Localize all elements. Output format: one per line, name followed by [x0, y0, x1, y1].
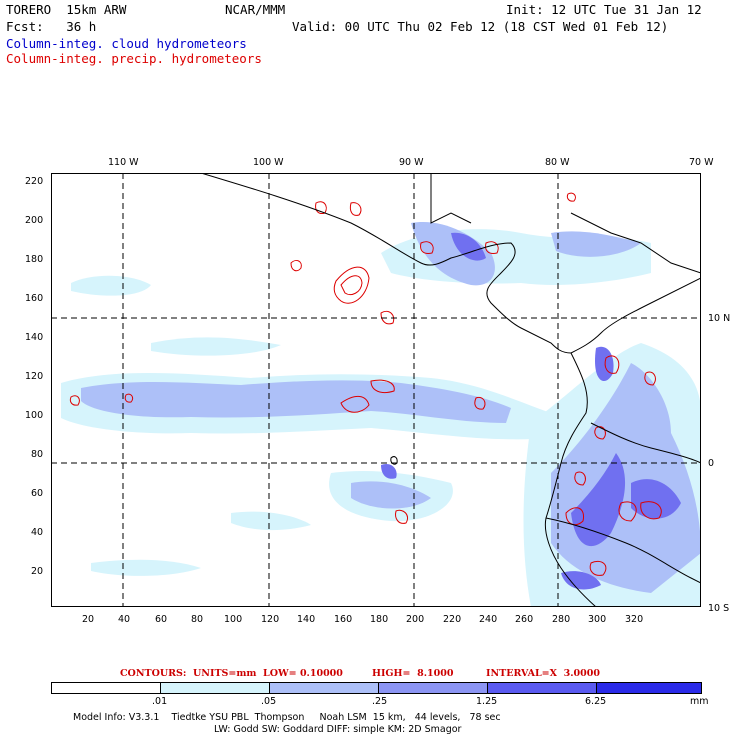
x-tick-300: 300	[588, 614, 607, 625]
x-tick-220: 220	[443, 614, 462, 625]
y-tick-20: 20	[31, 566, 44, 577]
lat-label-10s: 10 S	[708, 603, 730, 614]
org-name: NCAR/MMM	[225, 2, 286, 17]
x-tick-140: 140	[297, 614, 316, 625]
y-tick-120: 120	[25, 371, 44, 382]
x-tick-320: 320	[625, 614, 644, 625]
lat-label-10n: 10 N	[708, 313, 731, 324]
legend-bin-2	[269, 682, 379, 694]
lon-label-70w: 70 W	[689, 157, 714, 168]
contour-interval: INTERVAL=X 3.0000	[486, 668, 600, 679]
y-tick-100: 100	[25, 410, 44, 421]
legend-bin-4	[487, 682, 597, 694]
lon-label-80w: 80 W	[545, 157, 570, 168]
lon-label-100w: 100 W	[253, 157, 284, 168]
y-tick-140: 140	[25, 332, 44, 343]
x-tick-200: 200	[406, 614, 425, 625]
legend-bin-3	[378, 682, 488, 694]
y-tick-40: 40	[31, 527, 44, 538]
model-info-line2: LW: Godd SW: Goddard DIFF: simple KM: 2D…	[214, 724, 462, 735]
x-tick-60: 60	[155, 614, 168, 625]
legend-tick-4: 6.25	[585, 696, 607, 707]
y-tick-180: 180	[25, 254, 44, 265]
legend-tick-0: .01	[152, 696, 168, 707]
legend-bin-1	[160, 682, 270, 694]
legend-units: mm	[690, 696, 709, 707]
x-tick-40: 40	[118, 614, 131, 625]
x-tick-160: 160	[334, 614, 353, 625]
contour-high: HIGH= 8.1000	[372, 668, 454, 679]
y-tick-200: 200	[25, 215, 44, 226]
x-tick-280: 280	[552, 614, 571, 625]
x-tick-100: 100	[224, 614, 243, 625]
y-tick-160: 160	[25, 293, 44, 304]
valid-time: Valid: 00 UTC Thu 02 Feb 12 (18 CST Wed …	[292, 19, 669, 34]
weather-map	[51, 173, 701, 607]
y-tick-220: 220	[25, 176, 44, 187]
cloud-shading-medium	[81, 222, 701, 593]
x-tick-20: 20	[82, 614, 95, 625]
x-tick-180: 180	[370, 614, 389, 625]
model-info-line1: Model Info: V3.3.1 Tiedtke YSU PBL Thomp…	[73, 712, 501, 723]
y-tick-60: 60	[31, 488, 44, 499]
precip-contours	[69, 192, 662, 576]
lat-label-0: 0	[708, 458, 715, 469]
legend-bin-0	[51, 682, 161, 694]
legend-tick-3: 1.25	[476, 696, 498, 707]
cloud-shading-dark	[381, 232, 681, 590]
model-name: TORERO 15km ARW	[6, 2, 127, 17]
x-tick-240: 240	[479, 614, 498, 625]
x-tick-120: 120	[261, 614, 280, 625]
y-tick-80: 80	[31, 449, 44, 460]
lat-lon-grid	[51, 173, 701, 607]
x-tick-260: 260	[515, 614, 534, 625]
forecast-hour: Fcst: 36 h	[6, 19, 97, 34]
contour-units: CONTOURS: UNITS=mm LOW= 0.10000	[120, 668, 343, 679]
legend-bin-5	[596, 682, 702, 694]
x-tick-80: 80	[191, 614, 204, 625]
lon-label-110w: 110 W	[108, 157, 139, 168]
field-precip-label: Column-integ. precip. hydrometeors	[6, 51, 262, 66]
lon-label-90w: 90 W	[399, 157, 424, 168]
legend-tick-1: .05	[261, 696, 277, 707]
field-cloud-label: Column-integ. cloud hydrometeors	[6, 36, 247, 51]
init-time: Init: 12 UTC Tue 31 Jan 12	[506, 2, 702, 17]
legend-tick-2: .25	[372, 696, 388, 707]
